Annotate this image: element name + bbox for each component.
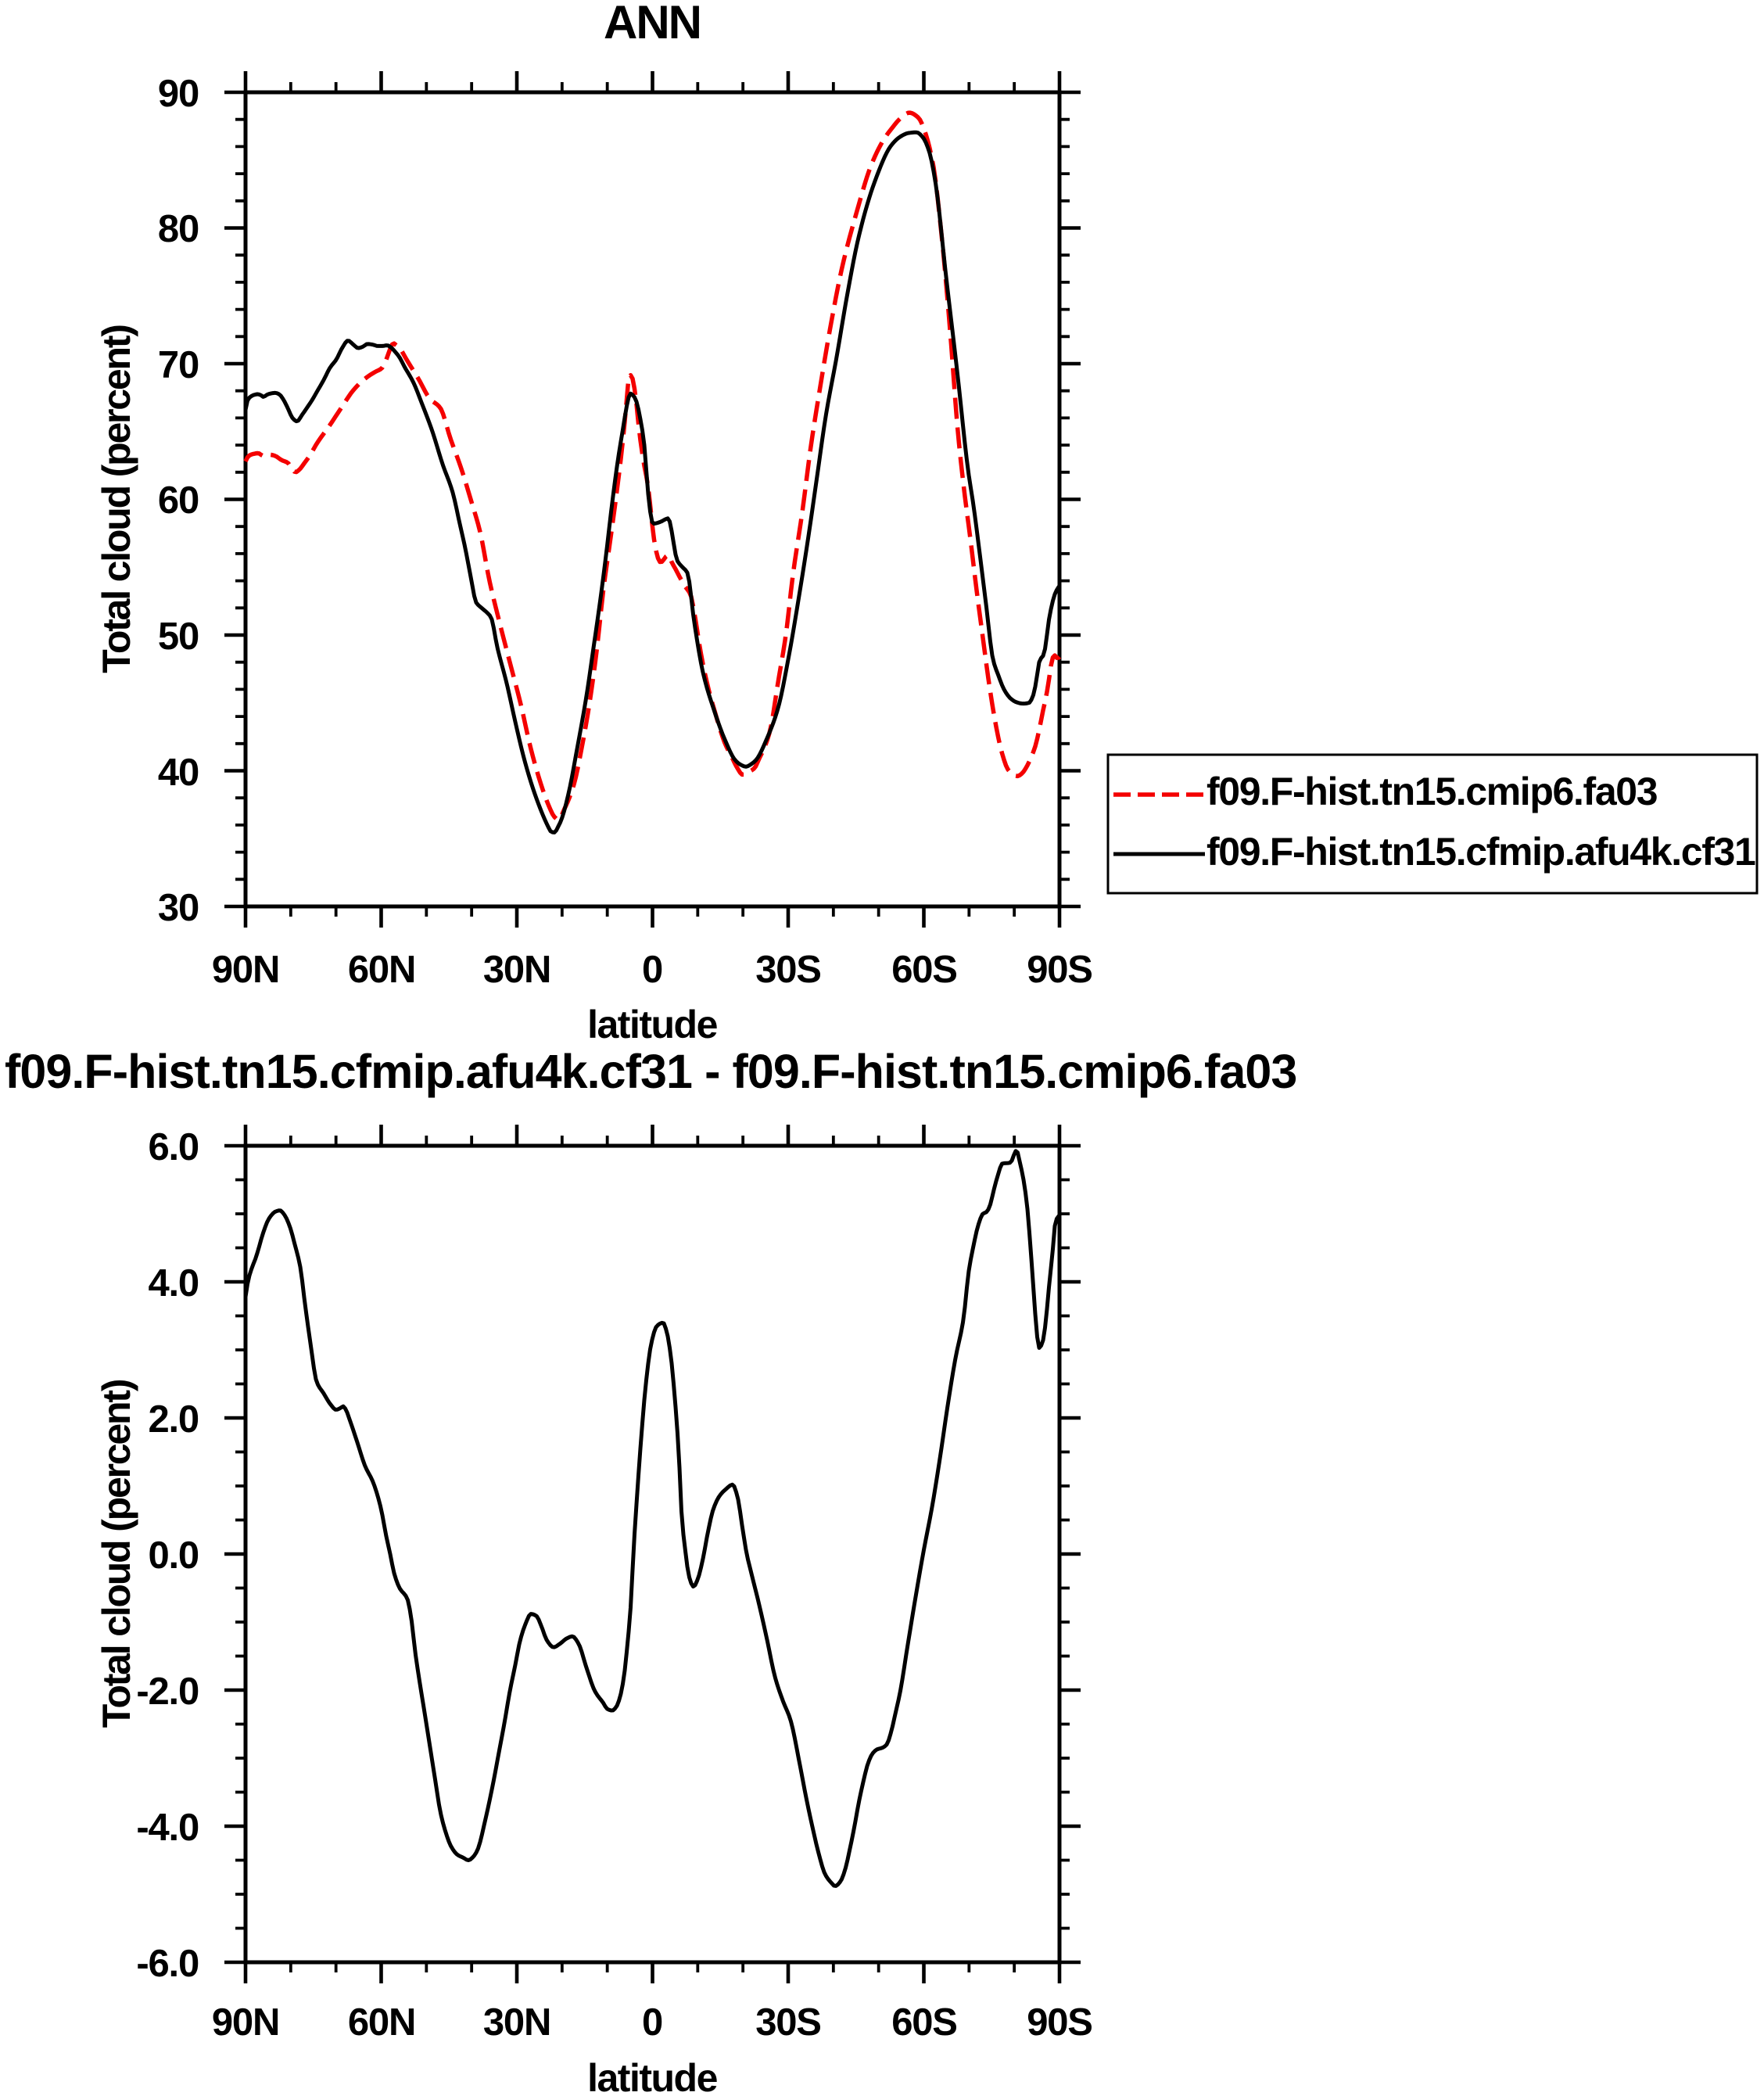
svg-text:latitude: latitude [587,2056,717,2096]
svg-text:30N: 30N [483,2001,550,2044]
svg-text:90S: 90S [1027,949,1092,991]
svg-text:0: 0 [642,949,662,991]
svg-text:f09.F-hist.tn15.cfmip.afu4k.cf: f09.F-hist.tn15.cfmip.afu4k.cf31 [1206,830,1755,874]
svg-text:30: 30 [158,887,199,929]
svg-text:60: 60 [158,479,199,522]
svg-text:0: 0 [642,2001,662,2044]
svg-text:Total cloud (percent): Total cloud (percent) [95,1380,138,1728]
svg-text:-2.0: -2.0 [136,1671,199,1713]
svg-text:Total cloud (percent): Total cloud (percent) [95,325,138,673]
svg-text:0.0: 0.0 [148,1534,199,1577]
svg-text:f09.F-hist.tn15.cmip6.fa03: f09.F-hist.tn15.cmip6.fa03 [1206,770,1657,813]
svg-text:90N: 90N [212,949,279,991]
svg-text:-6.0: -6.0 [136,1943,199,1985]
svg-text:80: 80 [158,208,199,250]
svg-text:2.0: 2.0 [148,1398,199,1441]
svg-text:60S: 60S [891,949,957,991]
svg-text:ANN: ANN [604,0,701,48]
svg-text:90S: 90S [1027,2001,1092,2044]
svg-text:60N: 60N [348,2001,415,2044]
svg-text:latitude: latitude [587,1003,717,1046]
svg-text:60N: 60N [348,949,415,991]
svg-text:4.0: 4.0 [148,1262,199,1305]
svg-text:50: 50 [158,616,199,658]
svg-text:-4.0: -4.0 [136,1807,199,1849]
svg-text:90: 90 [158,73,199,115]
svg-text:70: 70 [158,344,199,386]
svg-text:30S: 30S [755,2001,821,2044]
svg-text:30N: 30N [483,949,550,991]
svg-text:30S: 30S [755,949,821,991]
svg-text:40: 40 [158,752,199,794]
svg-text:f09.F-hist.tn15.cfmip.afu4k.cf: f09.F-hist.tn15.cfmip.afu4k.cf31 - f09.F… [5,1045,1296,1098]
svg-text:90N: 90N [212,2001,279,2044]
svg-text:6.0: 6.0 [148,1126,199,1168]
svg-text:60S: 60S [891,2001,957,2044]
